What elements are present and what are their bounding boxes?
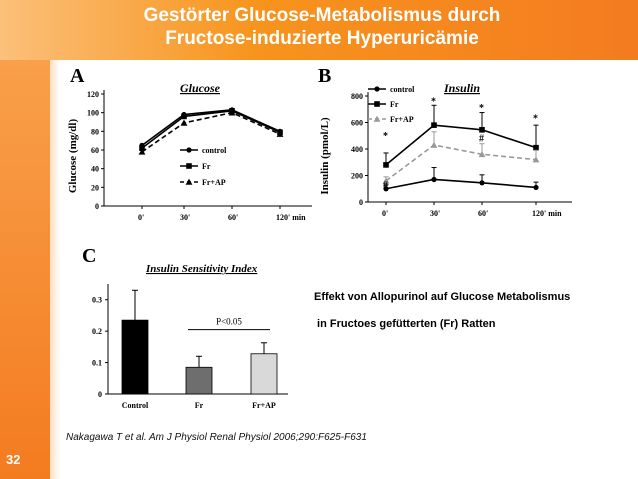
panel-label-a: A — [70, 65, 85, 87]
slide-title-line2: Fructose-induzierte Hyperuricämie — [165, 28, 479, 49]
left-sidebar-fade — [50, 60, 60, 479]
legend-marker-control — [374, 86, 380, 92]
y-tick-label: 0 — [98, 390, 102, 399]
y-tick-label: 100 — [87, 109, 99, 118]
chart-c-plot: 0 0.1 0.2 0.3 Control Fr Fr+AP P<0.05 — [92, 284, 288, 410]
chart-b-ylabel: Insulin (pmol/L) — [319, 117, 331, 195]
chart-a-plot: 0 20 40 60 80 100 120 0' 30' 60' 120' min control Fr… — [87, 90, 312, 222]
significance-marker: # — [479, 133, 484, 144]
effect-line1: Effekt von Allopurinol auf Glucose Metab… — [314, 291, 571, 303]
series-line-control — [385, 178, 537, 190]
x-tick-label: 30' — [180, 213, 190, 222]
citation: Nakagawa T et al. Am J Physiol Renal Phy… — [66, 432, 367, 443]
header-banner — [0, 0, 638, 60]
y-tick-label: 20 — [91, 183, 99, 192]
data-point-Fr+AP — [180, 119, 188, 126]
data-point-Fr+AP — [276, 130, 284, 137]
x-tick-label: 30' — [430, 209, 440, 218]
y-tick-label: 200 — [351, 172, 363, 181]
data-point-control — [383, 186, 389, 192]
x-tick-label: 120' min — [532, 209, 562, 218]
data-point-Fr+AP — [430, 141, 438, 148]
data-point-Fr+AP — [532, 156, 540, 163]
legend-label-control: control — [390, 85, 415, 94]
y-tick-label: 40 — [91, 165, 99, 174]
y-tick-label: 0 — [95, 202, 99, 211]
chart-panel-a: A Glucose Glucose (mg/dl) 0 20 40 60 80 100 12… — [67, 65, 312, 222]
data-point-Fr+AP — [138, 148, 146, 155]
chart-a-title: Glucose — [180, 81, 221, 95]
series-line-Fr — [141, 109, 281, 149]
data-point-Fr+AP — [382, 177, 390, 184]
category-label: Fr+AP — [252, 401, 276, 410]
category-label: Fr — [195, 401, 204, 410]
page-number: 32 — [6, 452, 21, 467]
data-point-Fr — [479, 126, 485, 133]
data-point-Fr — [181, 113, 187, 120]
legend-marker-Fr — [374, 101, 380, 107]
chart-b-title: Insulin — [443, 81, 480, 95]
data-point-control — [431, 176, 437, 183]
panel-label-c: C — [82, 245, 96, 267]
legend-marker-Fr+AP — [373, 115, 381, 122]
effect-line2: in Fructoes gefütterten (Fr) Ratten — [314, 318, 496, 330]
p-value-label: P<0.05 — [216, 317, 242, 327]
bar-Control — [121, 319, 149, 395]
significance-marker: * — [533, 114, 538, 125]
legend-label-Fr+AP: Fr+AP — [202, 178, 226, 187]
y-tick-label: 0.3 — [92, 296, 102, 305]
series-line-Fr+AP — [385, 144, 537, 182]
legend-label-Fr: Fr — [390, 100, 399, 109]
effect-caption: Effekt von Allopurinol auf Glucose Metab… — [314, 284, 570, 338]
x-tick-label: 0' — [382, 209, 388, 218]
x-tick-label: 0' — [138, 213, 144, 222]
legend-marker-Fr — [186, 163, 192, 169]
y-tick-label: 120 — [87, 90, 99, 99]
significance-marker: * — [479, 103, 484, 114]
left-sidebar-bar — [0, 60, 50, 479]
series-line-Fr+AP — [141, 111, 281, 153]
y-tick-label: 800 — [351, 92, 363, 101]
y-tick-label: 60 — [91, 146, 99, 155]
significance-marker: * — [431, 96, 436, 107]
bar-Fr+AP — [250, 353, 278, 395]
x-tick-label: 60' — [478, 209, 488, 218]
x-tick-label: 120' min — [276, 213, 306, 222]
data-point-Fr — [431, 122, 437, 128]
chart-b-plot: 0 200 400 600 800 0' 30' 60' 120' min control Fr Fr… — [351, 85, 572, 218]
series-line-control — [141, 109, 281, 146]
legend-marker-control — [186, 147, 192, 153]
data-point-Fr+AP — [228, 109, 236, 116]
legend-label-control: control — [202, 146, 227, 155]
y-tick-label: 0.1 — [92, 359, 102, 368]
significance-marker: # — [383, 180, 388, 191]
category-label: Control — [122, 401, 149, 410]
data-point-Fr+AP — [478, 150, 486, 158]
y-tick-label: 0.2 — [92, 327, 102, 336]
panel-label-b: B — [318, 65, 331, 87]
series-line-Fr — [385, 124, 537, 166]
chart-panel-b: B Insulin Insulin (pmol/L) 0 200 400 600 800… — [318, 65, 572, 218]
slide-title: Gestörter Glucose-Metabolismus durch Fru… — [52, 4, 592, 50]
legend-marker-Fr+AP — [185, 178, 193, 185]
data-point-Fr — [139, 145, 145, 151]
chart-c-title: Insulin Sensitivity Index — [145, 263, 258, 275]
data-point-Fr — [533, 144, 539, 151]
bar-Fr — [185, 366, 213, 395]
legend-label-Fr+AP: Fr+AP — [390, 115, 414, 124]
significance-marker: * — [383, 131, 388, 142]
data-point-control — [479, 180, 485, 186]
y-tick-label: 400 — [351, 145, 363, 154]
data-point-Fr — [383, 162, 389, 168]
x-tick-label: 60' — [228, 213, 238, 222]
y-tick-label: 0 — [359, 198, 363, 207]
data-point-control — [533, 184, 539, 191]
y-tick-label: 80 — [91, 127, 99, 136]
legend-label-Fr: Fr — [202, 162, 211, 171]
slide-title-line1: Gestörter Glucose-Metabolismus durch — [143, 5, 501, 26]
chart-a-ylabel: Glucose (mg/dl) — [67, 119, 79, 194]
y-tick-label: 600 — [351, 119, 363, 128]
chart-panel-c: C Insulin Sensitivity Index 0 0.1 0.2 0.3 Co… — [82, 245, 288, 410]
